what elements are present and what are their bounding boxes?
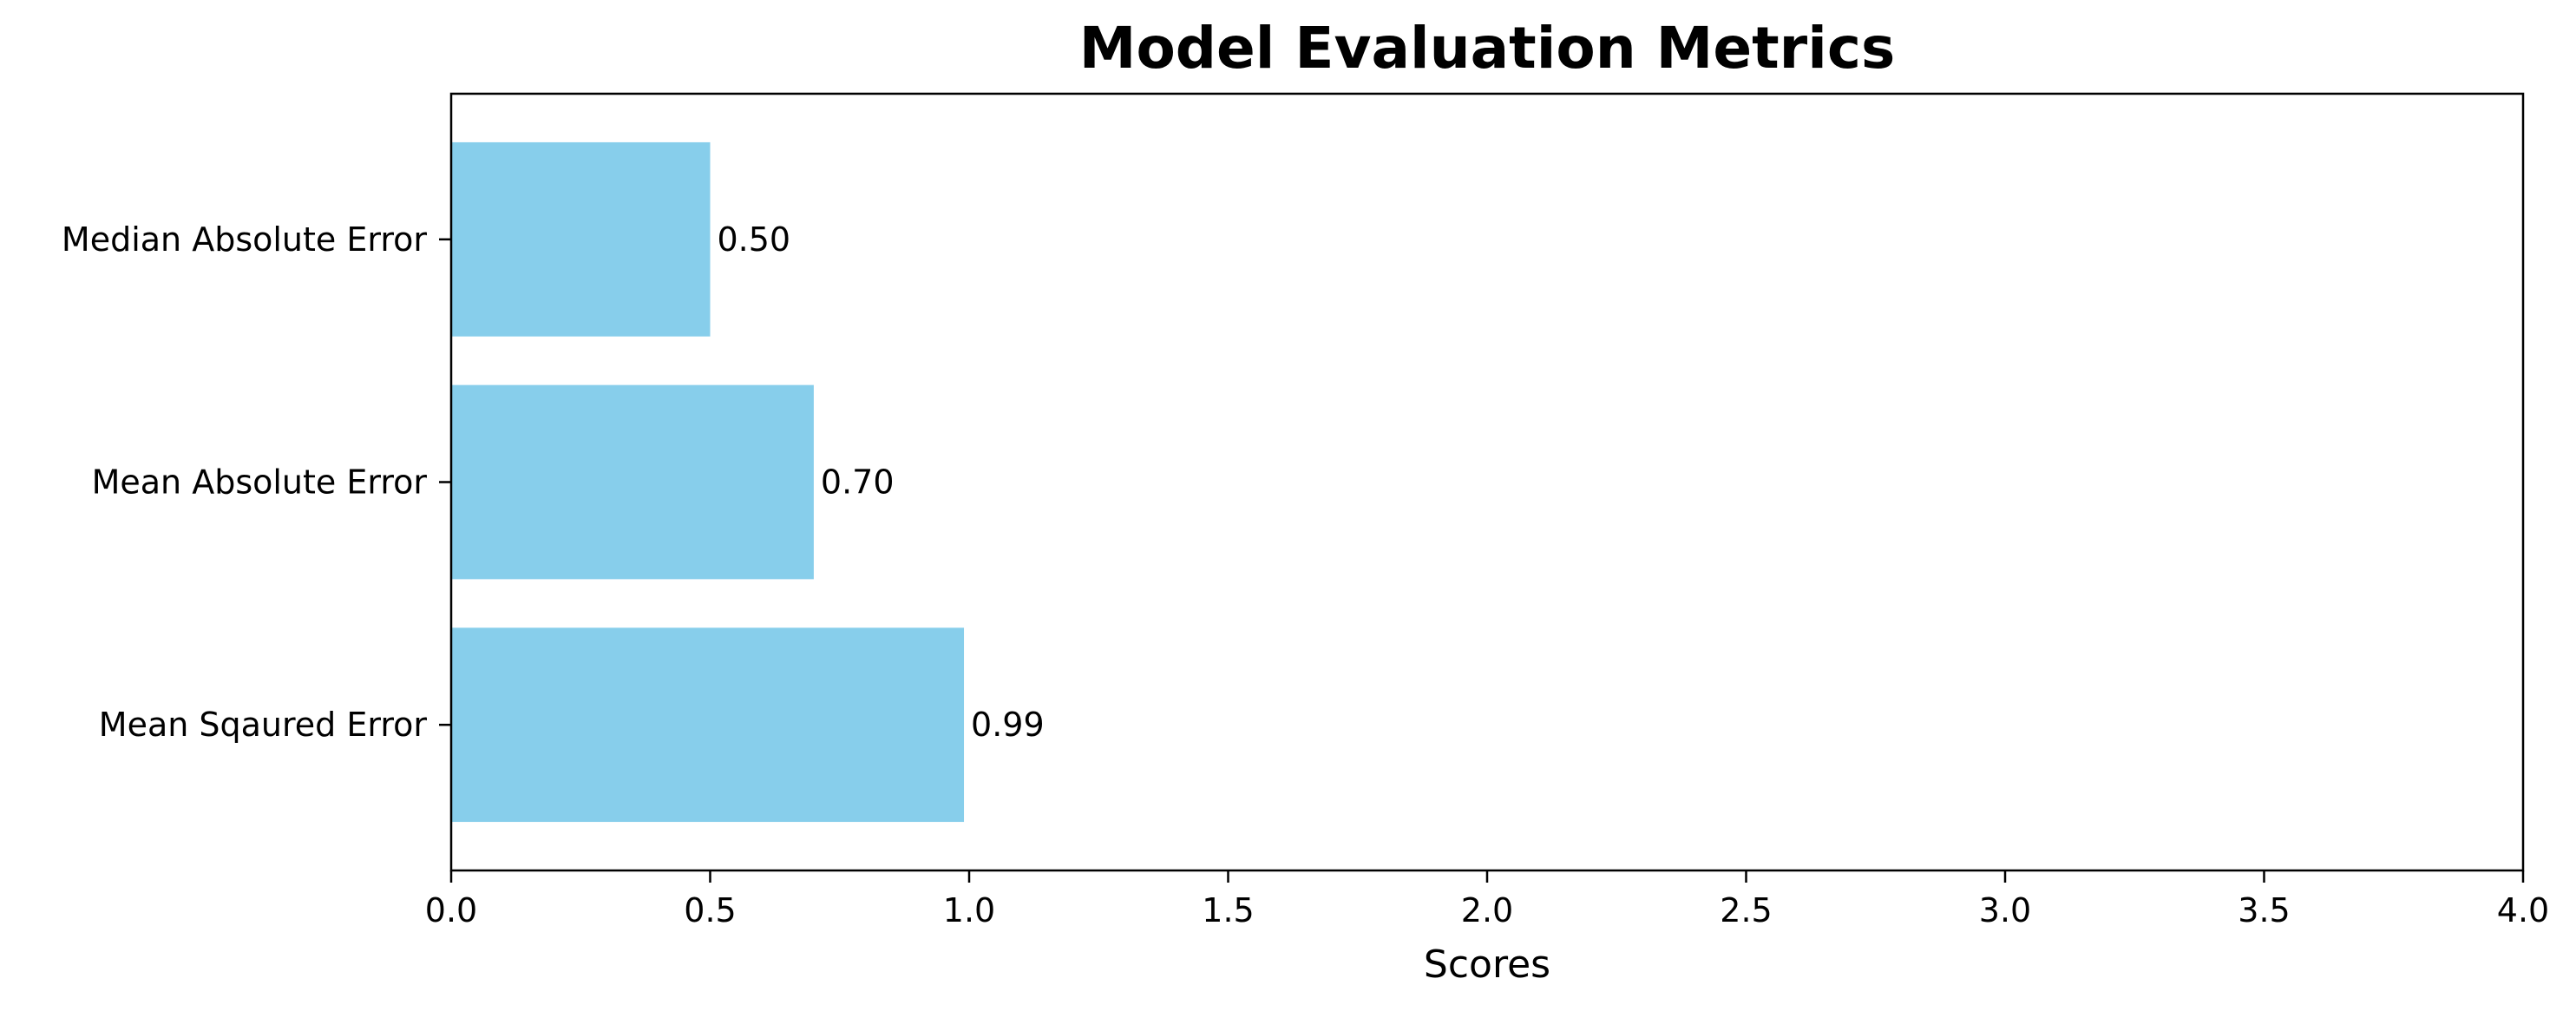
y-tick-label: Mean Sqaured Error <box>99 706 428 744</box>
x-tick-label: 2.5 <box>1720 891 1772 929</box>
bar-value-label: 0.99 <box>971 706 1045 744</box>
x-tick-label: 0.0 <box>425 891 477 929</box>
bar <box>451 384 814 580</box>
x-tick-label: 3.5 <box>2238 891 2290 929</box>
bar <box>451 141 711 337</box>
bars-layer: 0.99 0.70 0.50 <box>451 141 1045 823</box>
y-tick-label: Median Absolute Error <box>62 220 427 259</box>
bar-value-label: 0.70 <box>821 463 895 502</box>
x-tick-label: 1.5 <box>1202 891 1254 929</box>
chart-title: Model Evaluation Metrics <box>1079 15 1895 82</box>
plot-frame <box>449 92 2525 872</box>
x-tick-label: 3.0 <box>1979 891 2031 929</box>
x-tick-label: 2.0 <box>1461 891 1513 929</box>
y-tick-label: Mean Absolute Error <box>92 463 428 502</box>
x-tick-label: 0.5 <box>684 891 736 929</box>
x-axis-label: Scores <box>1424 942 1550 987</box>
bar-value-label: 0.50 <box>718 220 791 259</box>
bar <box>451 627 965 823</box>
x-tick-label: 1.0 <box>943 891 995 929</box>
ticks-layer: Mean Sqaured Error Mean Absolute Error Med… <box>62 220 2549 929</box>
x-tick-label: 4.0 <box>2497 891 2549 929</box>
